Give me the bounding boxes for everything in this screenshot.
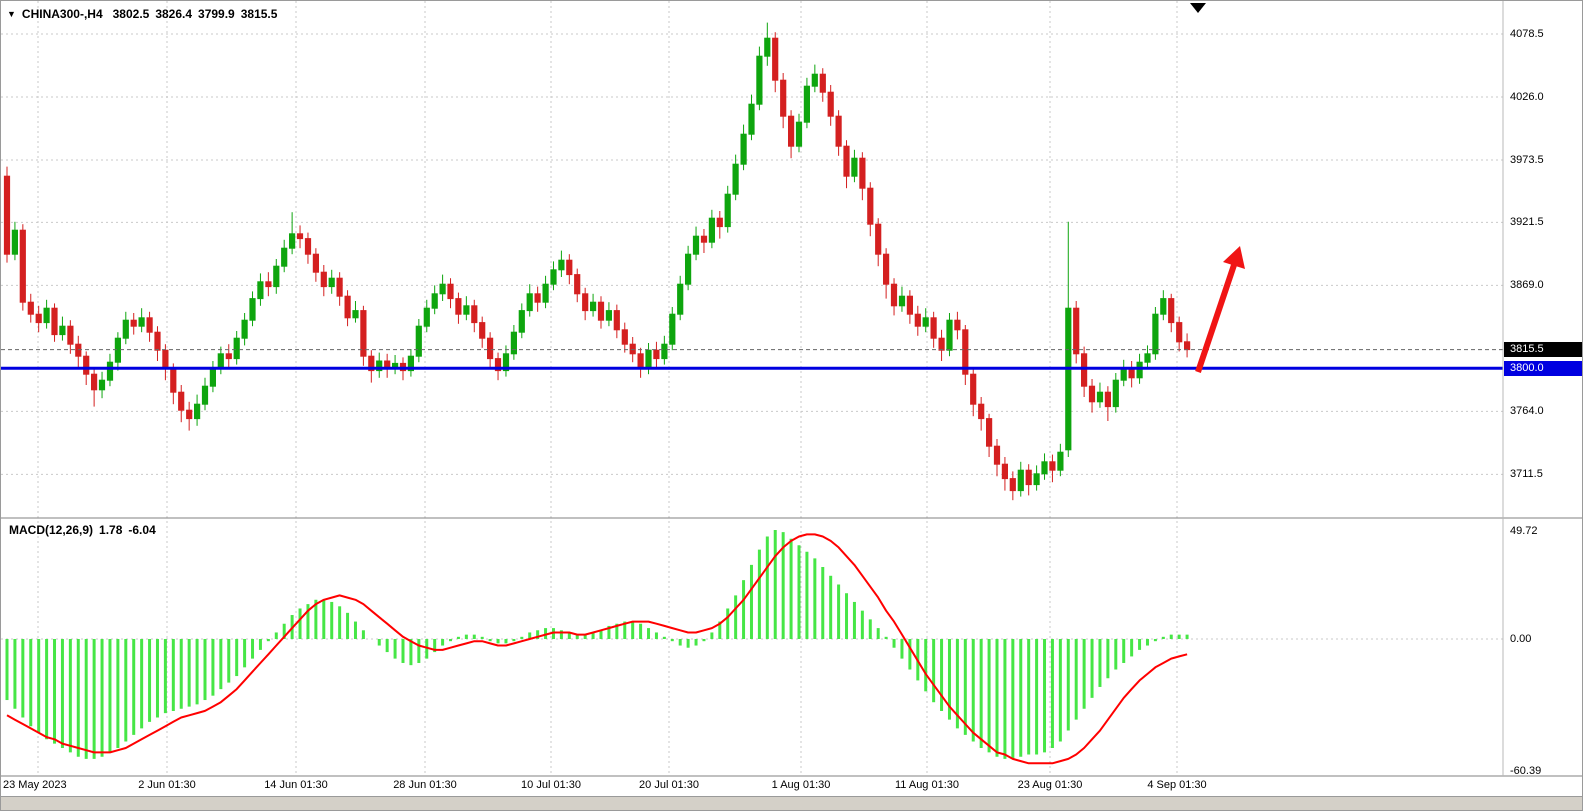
macd-tick-label: -60.39 [1510,764,1542,777]
symbol-timeframe: CHINA300-,H4 [21,7,103,21]
trend-arrow[interactable] [1195,246,1245,373]
time-tick-label: 4 Sep 01:30 [1147,779,1207,791]
chart-shift-marker[interactable] [1190,3,1206,13]
indicator-signal-value: -6.04 [128,523,156,537]
macd-signal-line [6,533,1188,765]
time-axis[interactable]: 23 May 2023 2 Jun 01:30 14 Jun 01:30 28 Jun… [1,777,1503,796]
macd-histogram [5,530,1189,759]
price-tick-label: 3869.0 [1510,279,1544,292]
quote-close: 3815.5 [240,7,278,21]
time-tick-label: 11 Aug 01:30 [894,779,960,791]
quote-low: 3799.9 [198,7,235,21]
price-tick-label: 3921.5 [1510,216,1544,229]
time-tick-label: 20 Jul 01:30 [639,779,699,791]
indicator-name: MACD(12,26,9) [9,523,94,537]
indicator-macd-value: 1.78 [99,523,123,537]
price-tick-label: 3711.5 [1510,468,1543,481]
bottom-scroll-strip[interactable] [1,796,1582,810]
time-tick-label: 2 Jun 01:30 [138,779,196,791]
quote-high: 3826.4 [155,7,193,21]
macd-tick-label: 49.72 [1510,524,1538,537]
price-tick-label: 4078.5 [1510,28,1544,40]
time-tick-label: 10 Jul 01:30 [521,779,581,791]
indicator-label: MACD(12,26,9) 1.78 -6.04 [9,523,156,537]
quote-open: 3802.5 [112,7,150,21]
symbol-info-bar: ▼ CHINA300-,H4 3802.5 3826.4 3799.9 3815… [7,7,277,21]
price-tick-label: 4026.0 [1510,91,1544,103]
price-axis[interactable]: 4078.5 4026.0 3973.5 3921.5 3869.0 3764.0 3711… [1503,1,1582,796]
time-tick-label: 1 Aug 01:30 [771,779,831,791]
candles-layer [3,22,1191,501]
hline-price-tag: 3800.0 [1504,360,1582,376]
macd-tick-label: 0.00 [1510,633,1532,645]
last-price-tag: 3815.5 [1504,342,1582,358]
price-tick-label: 3764.0 [1510,405,1544,418]
price-tick-label: 3973.5 [1510,154,1544,166]
time-tick-label: 28 Jun 01:30 [393,779,457,791]
time-tick-label: 23 May 2023 [3,779,67,791]
collapse-triangle-icon[interactable]: ▼ [7,9,16,19]
time-tick-label: 14 Jun 01:30 [264,779,328,791]
time-tick-label: 23 Aug 01:30 [1017,779,1083,791]
